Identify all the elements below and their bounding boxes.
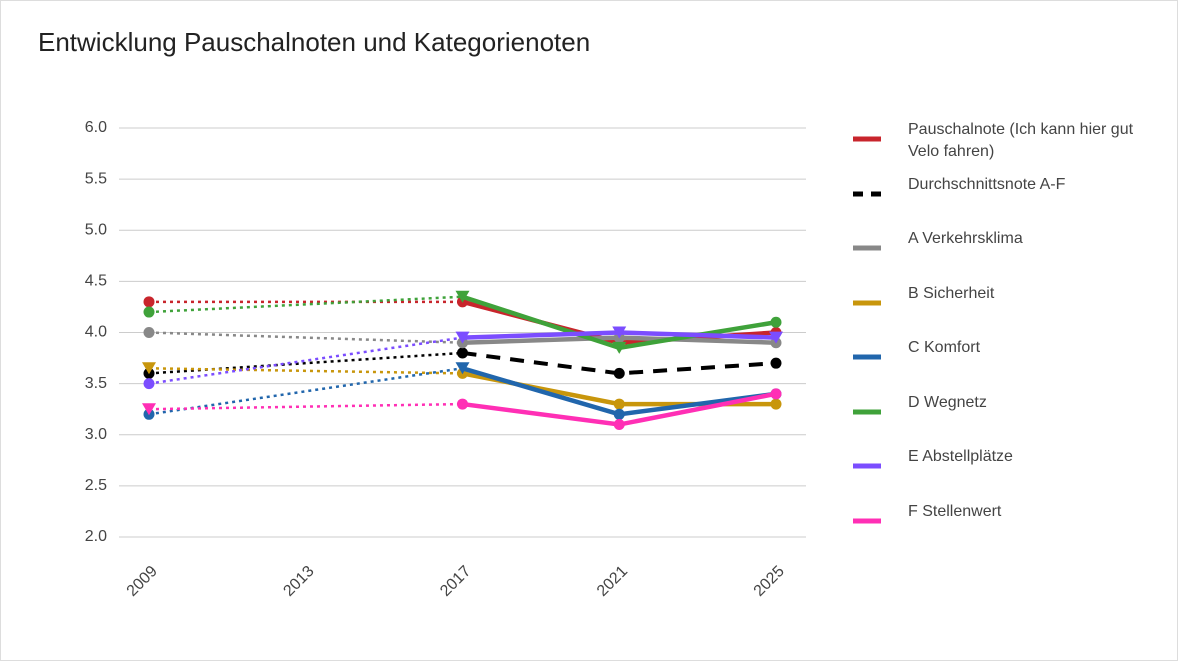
chart-title: Entwicklung Pauschalnoten und Kategorien…: [38, 27, 590, 57]
legend-item: A Verkehrsklima: [851, 228, 1151, 283]
y-tick-label: 5.5: [85, 170, 107, 187]
marker: [142, 362, 156, 375]
legend-label: A Verkehrsklima: [908, 230, 1023, 247]
marker: [457, 398, 468, 410]
y-tick-label: 5.0: [85, 221, 107, 238]
line-dotted: [148, 351, 463, 375]
line-dotted: [148, 336, 463, 385]
x-tick-label: 2017: [437, 563, 474, 600]
marker: [612, 341, 627, 354]
legend-label: F Stellenwert: [908, 502, 1002, 520]
marker: [612, 326, 627, 339]
y-tick-label: 2.5: [85, 477, 107, 494]
legend-item: C Komfort: [851, 337, 1151, 392]
marker: [143, 378, 155, 390]
legend-label: B Sicherheit: [908, 284, 995, 302]
marker: [143, 327, 155, 338]
legend-item: F Stellenwert: [851, 501, 1151, 556]
marker: [455, 362, 470, 375]
legend-swatch: [853, 409, 881, 414]
marker: [455, 290, 470, 303]
legend-swatch: [853, 463, 881, 469]
legend: Pauschalnote (Ich kann hier gut Velo fah…: [851, 119, 1151, 555]
legend-label: Pauschalnote (Ich kann hier gut Velo fah…: [908, 121, 1134, 160]
line-dotted: [148, 295, 463, 314]
x-tick-label: 2021: [594, 563, 631, 600]
marker: [770, 388, 782, 400]
legend-item: D Wegnetz: [851, 392, 1151, 447]
legend-swatch: [853, 245, 881, 251]
marker: [613, 398, 625, 410]
line: [462, 350, 777, 376]
legend-swatch: [853, 191, 881, 196]
y-tick-label: 3.5: [85, 375, 107, 392]
legend-item: B Sicherheit: [851, 283, 1151, 338]
y-tick-label: 4.0: [85, 324, 107, 341]
line-dotted: [148, 367, 463, 375]
marker: [613, 367, 625, 379]
marker: [613, 419, 625, 431]
marker: [770, 316, 782, 328]
legend-item: E Abstellplätze: [851, 446, 1151, 501]
marker: [457, 347, 468, 359]
legend-swatch: [853, 136, 881, 142]
marker: [770, 398, 782, 410]
line-dotted: [148, 331, 463, 344]
marker: [613, 408, 625, 420]
legend-item: Durchschnittsnote A-F: [851, 174, 1151, 229]
marker: [770, 357, 782, 369]
legend-label: Durchschnittsnote A-F: [908, 175, 1066, 193]
legend-label: C Komfort: [908, 339, 981, 356]
y-tick-label: 3.0: [85, 426, 107, 443]
legend-item: Pauschalnote (Ich kann hier gut Velo fah…: [851, 119, 1151, 174]
x-tick-label: 2025: [751, 563, 788, 600]
line-dotted: [148, 402, 463, 411]
marker: [143, 306, 155, 318]
marker: [455, 331, 470, 344]
marker: [769, 331, 783, 344]
marker: [142, 403, 156, 416]
legend-swatch: [853, 300, 881, 305]
y-tick-label: 4.5: [85, 273, 107, 290]
y-tick-label: 6.0: [85, 119, 107, 136]
legend-label: D Wegnetz: [908, 393, 987, 411]
x-tick-label: 2013: [280, 563, 317, 600]
legend-swatch: [853, 518, 881, 523]
legend-swatch: [853, 354, 881, 360]
legend-label: E Abstellplätze: [908, 448, 1013, 465]
x-tick-label: 2009: [124, 563, 161, 600]
marker: [143, 296, 155, 308]
y-tick-label: 2.0: [85, 528, 107, 545]
